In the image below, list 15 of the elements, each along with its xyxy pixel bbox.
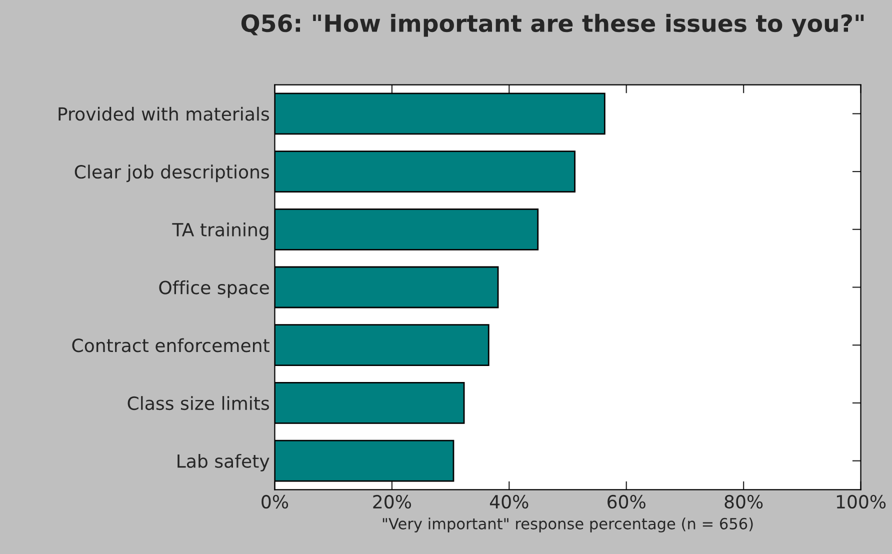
y-tick-label: Lab safety <box>178 454 270 472</box>
x-tick-label: 60% <box>608 494 646 509</box>
y-tick-label: Class size limits <box>128 396 269 410</box>
y-tick-label: Clear job descriptions <box>74 164 269 182</box>
x-tick-label: 100% <box>836 494 886 509</box>
y-tick-label: Office space <box>159 280 269 298</box>
x-tick-label: 20% <box>373 494 412 509</box>
y-tick-label: TA training <box>172 222 268 240</box>
x-tick-label: 40% <box>490 494 528 509</box>
y-tick-label: Provided with materials <box>58 106 269 121</box>
chart-title: Q56: "How important are these issues to you?" <box>241 14 864 37</box>
x-tick-label: 80% <box>724 494 763 509</box>
x-tick-label: 0% <box>262 494 288 509</box>
x-axis-title: "Very important" response percentage (n = 656) <box>382 518 753 532</box>
y-tick-label: Contract enforcement <box>72 338 270 352</box>
